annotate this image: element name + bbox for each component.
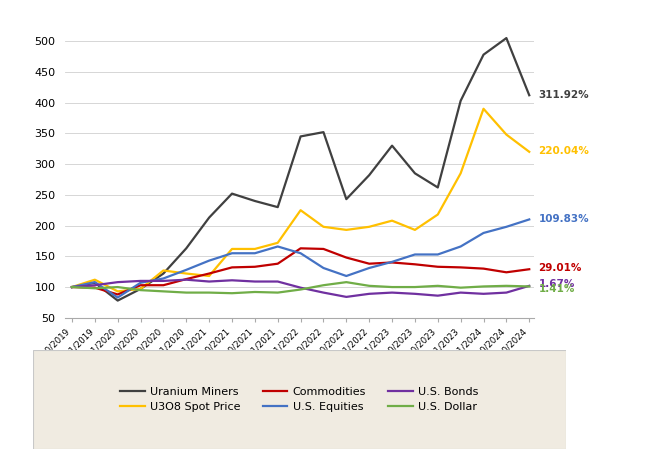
FancyBboxPatch shape <box>33 350 566 449</box>
Text: 1.41%: 1.41% <box>538 284 575 294</box>
Legend: Uranium Miners, U3O8 Spot Price, Commodities, U.S. Equities, U.S. Bonds, U.S. Do: Uranium Miners, U3O8 Spot Price, Commodi… <box>111 378 488 421</box>
Text: 220.04%: 220.04% <box>538 146 589 156</box>
Text: 1.67%: 1.67% <box>538 279 575 289</box>
Text: 29.01%: 29.01% <box>538 263 582 273</box>
Text: 311.92%: 311.92% <box>538 90 589 100</box>
Text: 109.83%: 109.83% <box>538 214 589 224</box>
